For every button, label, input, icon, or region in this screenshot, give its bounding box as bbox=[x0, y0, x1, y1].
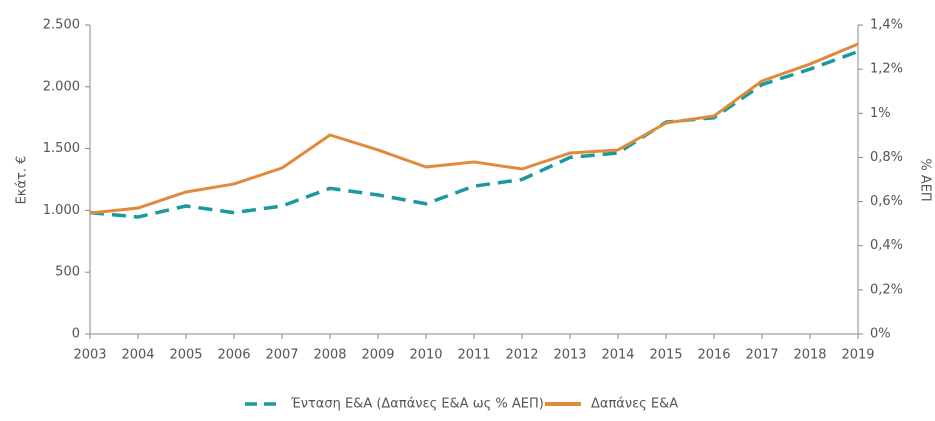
x-tick-label: 2017 bbox=[745, 348, 778, 363]
y2-tick-label: 0% bbox=[870, 327, 891, 342]
y-tick-label: 500 bbox=[55, 265, 80, 280]
y2-tick-label: 0,4% bbox=[870, 238, 903, 253]
x-tick-label: 2009 bbox=[361, 348, 394, 363]
y-tick-label: 2.000 bbox=[43, 79, 80, 94]
y2-tick-label: 0,2% bbox=[870, 282, 903, 297]
legend-label: Ένταση Ε&Α (Δαπάνες Ε&Α ως % ΑΕΠ) bbox=[290, 397, 544, 412]
series-line bbox=[89, 49, 859, 219]
x-tick-label: 2004 bbox=[121, 348, 154, 363]
series-line bbox=[89, 42, 859, 215]
x-tick-label: 2008 bbox=[313, 348, 346, 363]
x-tick-label: 2007 bbox=[265, 348, 298, 363]
y2-axis-label: % ΑΕΠ bbox=[918, 158, 933, 201]
x-tick-label: 2011 bbox=[457, 348, 490, 363]
x-tick-label: 2016 bbox=[697, 348, 730, 363]
x-tick-label: 2012 bbox=[505, 348, 538, 363]
y2-tick-label: 0,8% bbox=[870, 150, 903, 165]
x-tick-label: 2014 bbox=[601, 348, 634, 363]
y2-tick-label: 1,4% bbox=[870, 18, 903, 33]
y-tick-label: 0 bbox=[72, 327, 80, 342]
x-tick-label: 2018 bbox=[793, 348, 826, 363]
x-tick-label: 2015 bbox=[649, 348, 682, 363]
x-tick-label: 2005 bbox=[169, 348, 202, 363]
y2-tick-label: 1,2% bbox=[870, 62, 903, 77]
x-tick-label: 2006 bbox=[217, 348, 250, 363]
y2-tick-label: 0,6% bbox=[870, 194, 903, 209]
y-tick-label: 2.500 bbox=[43, 18, 80, 33]
x-tick-label: 2010 bbox=[409, 348, 442, 363]
y-tick-label: 1.500 bbox=[43, 141, 80, 156]
y-axis-label: Εκάτ. € bbox=[15, 156, 30, 205]
legend-label: Δαπάνες Ε&Α bbox=[591, 397, 678, 412]
x-tick-label: 2019 bbox=[841, 348, 874, 363]
x-tick-label: 2003 bbox=[73, 348, 106, 363]
y-tick-label: 1.000 bbox=[43, 203, 80, 218]
x-tick-label: 2013 bbox=[553, 348, 586, 363]
y2-tick-label: 1% bbox=[870, 106, 891, 121]
